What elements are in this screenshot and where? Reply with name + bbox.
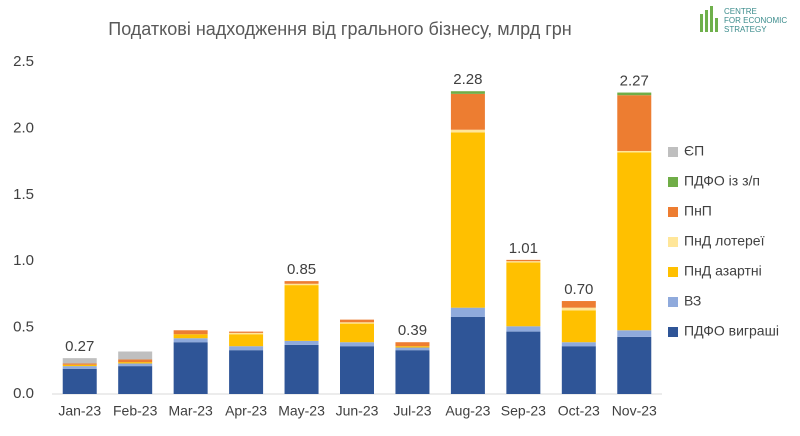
bar-segment: [340, 319, 374, 323]
bar-segment: [617, 150, 652, 153]
bar-segment: [617, 95, 652, 151]
legend-label: ПДФО виграші: [684, 323, 779, 339]
y-tick-label: 2.5: [13, 53, 34, 70]
bar-segment: [506, 331, 541, 394]
bar-segment: [173, 338, 208, 343]
legend-label: ПнД азартні: [684, 263, 762, 279]
bar-segment: [340, 342, 374, 347]
bar-segment: [340, 322, 374, 324]
y-tick-label: 1.5: [13, 186, 34, 203]
legend-swatch: [668, 297, 678, 307]
bar-segment: [118, 359, 153, 363]
bar-segment: [617, 336, 652, 394]
bar-segment: [284, 281, 319, 284]
total-label: 0.39: [398, 322, 427, 339]
bar-segment: [118, 366, 153, 394]
bar-segment: [62, 364, 97, 367]
total-label: 1.01: [509, 240, 538, 257]
bar-segment: [229, 331, 264, 333]
legend-label: ПнД лотереї: [684, 233, 765, 249]
bar-segment: [173, 330, 208, 335]
bar-segment: [62, 366, 97, 369]
x-tick-label: Sep-23: [501, 403, 546, 419]
bar-segment: [284, 283, 319, 286]
logo-text: STRATEGY: [724, 25, 767, 34]
legend-label: ПДФО із з/п: [684, 173, 760, 189]
x-tick-label: Jun-23: [336, 403, 379, 419]
bar-segment: [395, 347, 430, 351]
bar-segment: [340, 323, 374, 343]
logo-text: FOR ECONOMIC: [724, 16, 787, 25]
x-tick-label: Apr-23: [225, 403, 267, 419]
bar-segment: [395, 350, 430, 394]
bar-segment: [118, 362, 153, 364]
bar-segment: [62, 358, 97, 364]
total-label: 0.85: [287, 261, 316, 278]
legend-label: ПнП: [684, 203, 712, 219]
bar-segment: [450, 91, 485, 94]
legend-swatch: [668, 177, 678, 187]
bar-segment: [506, 261, 541, 263]
bar-segment: [118, 363, 153, 367]
total-label: 2.27: [620, 73, 649, 90]
bar-segment: [284, 340, 319, 345]
bar-segment: [62, 363, 97, 365]
bar-segment: [173, 342, 208, 394]
bar-segment: [506, 259, 541, 262]
legend-swatch: [668, 327, 678, 337]
bar-segment: [118, 351, 153, 360]
bar-segment: [395, 342, 430, 347]
total-label: 2.28: [453, 71, 482, 88]
bar-segment: [506, 326, 541, 332]
total-label: 0.27: [65, 338, 94, 355]
bar-segment: [450, 307, 485, 317]
bar-segment: [561, 307, 596, 311]
legend-label: ВЗ: [684, 293, 701, 309]
bar-segment: [450, 132, 485, 308]
legend-swatch: [668, 267, 678, 277]
bar-segment: [450, 129, 485, 133]
logo-text: CENTRE: [724, 7, 757, 16]
bar-segment: [561, 310, 596, 343]
bar-segment: [617, 152, 652, 331]
x-tick-label: Oct-23: [558, 403, 600, 419]
total-label: 0.70: [564, 281, 593, 298]
bar-segment: [229, 332, 264, 335]
legend-label: ЄП: [684, 143, 704, 159]
y-tick-label: 0.5: [13, 319, 34, 336]
x-tick-label: Feb-23: [113, 403, 158, 419]
x-tick-label: Jul-23: [393, 403, 431, 419]
x-tick-label: Aug-23: [445, 403, 490, 419]
bar-segment: [506, 262, 541, 327]
y-tick-label: 0.0: [13, 385, 34, 402]
chart-title: Податкові надходження від грального бізн…: [108, 19, 572, 39]
x-tick-label: Nov-23: [612, 403, 657, 419]
bar-segment: [173, 334, 208, 339]
y-tick-label: 1.0: [13, 252, 34, 269]
y-tick-label: 2.0: [13, 119, 34, 136]
legend-swatch: [668, 207, 678, 217]
bar-segment: [561, 342, 596, 347]
bar-segment: [395, 346, 430, 348]
bar-segment: [229, 346, 264, 351]
bar-segment: [561, 301, 596, 308]
bar-segment: [229, 334, 264, 347]
bar-segment: [561, 346, 596, 394]
legend-swatch: [668, 237, 678, 247]
logo-icon: [700, 6, 718, 32]
bar-segment: [617, 92, 652, 96]
x-tick-label: Jan-23: [58, 403, 101, 419]
legend-swatch: [668, 147, 678, 157]
bar-segment: [340, 346, 374, 394]
bar-segment: [229, 350, 264, 394]
bar-segment: [284, 344, 319, 394]
x-tick-label: Mar-23: [168, 403, 213, 419]
x-tick-label: May-23: [278, 403, 325, 419]
bar-segment: [450, 93, 485, 130]
bar-segment: [617, 330, 652, 337]
bar-segment: [450, 316, 485, 394]
bar-segment: [62, 368, 97, 394]
bar-segment: [284, 285, 319, 341]
